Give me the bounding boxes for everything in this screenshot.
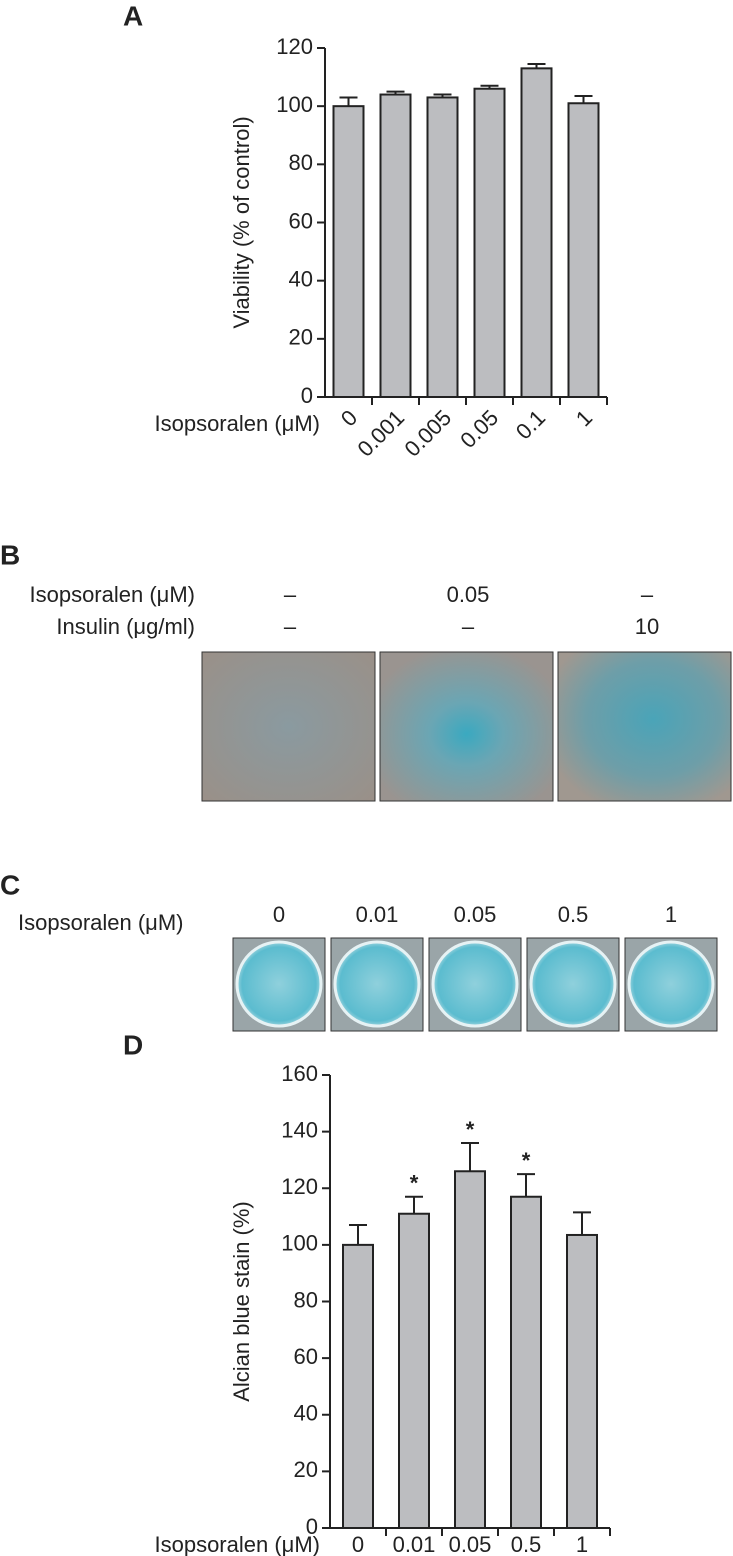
bar xyxy=(520,67,553,398)
y-tick-label: 140 xyxy=(281,1117,318,1142)
significance-mark: * xyxy=(466,1117,475,1142)
x-tick-label: 1 xyxy=(576,1532,588,1556)
bar xyxy=(379,93,412,399)
micrograph xyxy=(557,651,732,802)
bar xyxy=(454,1170,486,1529)
y-tick-label: 40 xyxy=(289,266,313,291)
x-tick-label: 0.01 xyxy=(393,1532,436,1556)
x-tick-label: 0.05 xyxy=(455,405,503,453)
x-tick-label: 0.005 xyxy=(400,405,457,462)
x-axis-label: Isopsoralen (μM) xyxy=(154,1532,320,1556)
y-tick-label: 0 xyxy=(306,1514,318,1539)
x-tick-label: 0 xyxy=(352,1532,364,1556)
y-tick-label: 120 xyxy=(276,34,313,59)
bar xyxy=(473,87,506,398)
row-label: Isopsoralen (μM) xyxy=(29,582,195,607)
well xyxy=(431,940,519,1028)
y-axis-label: Viability (% of control) xyxy=(229,116,254,328)
y-tick-label: 160 xyxy=(281,1061,318,1086)
significance-mark: * xyxy=(410,1171,419,1196)
panel-label: D xyxy=(123,1029,143,1060)
bar xyxy=(566,1233,598,1529)
well xyxy=(627,940,715,1028)
significance-mark: * xyxy=(522,1148,531,1173)
x-tick-label: 0 xyxy=(336,405,362,431)
condition-value: – xyxy=(462,614,475,639)
bar xyxy=(426,96,459,398)
bar xyxy=(342,1243,374,1529)
y-tick-label: 20 xyxy=(289,325,313,350)
condition-value: – xyxy=(641,582,654,607)
panel-label: B xyxy=(0,539,20,570)
x-tick-label: 0.5 xyxy=(511,1532,542,1556)
condition-value: 0 xyxy=(273,902,285,927)
row-label: Isopsoralen (μM) xyxy=(18,910,184,935)
condition-value: 0.05 xyxy=(454,902,497,927)
bar xyxy=(510,1195,542,1530)
condition-value: 1 xyxy=(665,902,677,927)
panel-label: C xyxy=(0,869,20,900)
panel-c-images xyxy=(232,937,718,1032)
well xyxy=(529,940,617,1028)
panel-label: A xyxy=(123,0,143,31)
condition-value: 10 xyxy=(635,614,659,639)
y-tick-label: 80 xyxy=(294,1287,318,1312)
row-label: Insulin (μg/ml) xyxy=(56,614,195,639)
x-tick-label: 0.05 xyxy=(449,1532,492,1556)
well xyxy=(333,940,421,1028)
condition-value: – xyxy=(284,582,297,607)
condition-value: 0.5 xyxy=(558,902,589,927)
y-tick-label: 60 xyxy=(294,1344,318,1369)
y-tick-label: 0 xyxy=(301,383,313,408)
y-tick-label: 20 xyxy=(294,1457,318,1482)
bar xyxy=(567,102,600,398)
bar xyxy=(398,1212,430,1529)
condition-value: – xyxy=(284,614,297,639)
condition-value: 0.05 xyxy=(447,582,490,607)
bar xyxy=(332,105,365,399)
x-tick-label: 0.1 xyxy=(511,405,550,444)
micrograph xyxy=(379,651,554,802)
y-tick-label: 100 xyxy=(281,1231,318,1256)
x-axis-label: Isopsoralen (μM) xyxy=(154,411,320,436)
y-tick-label: 100 xyxy=(276,92,313,117)
panel-b-images xyxy=(201,651,732,802)
condition-value: 0.01 xyxy=(356,902,399,927)
y-tick-label: 40 xyxy=(294,1401,318,1426)
y-tick-label: 60 xyxy=(289,208,313,233)
y-tick-label: 120 xyxy=(281,1174,318,1199)
x-tick-label: 0.001 xyxy=(353,405,410,462)
y-axis-label: Alcian blue stain (%) xyxy=(229,1201,254,1402)
x-tick-label: 1 xyxy=(571,405,597,431)
micrograph xyxy=(201,651,376,802)
y-tick-label: 80 xyxy=(289,150,313,175)
well xyxy=(235,940,323,1028)
